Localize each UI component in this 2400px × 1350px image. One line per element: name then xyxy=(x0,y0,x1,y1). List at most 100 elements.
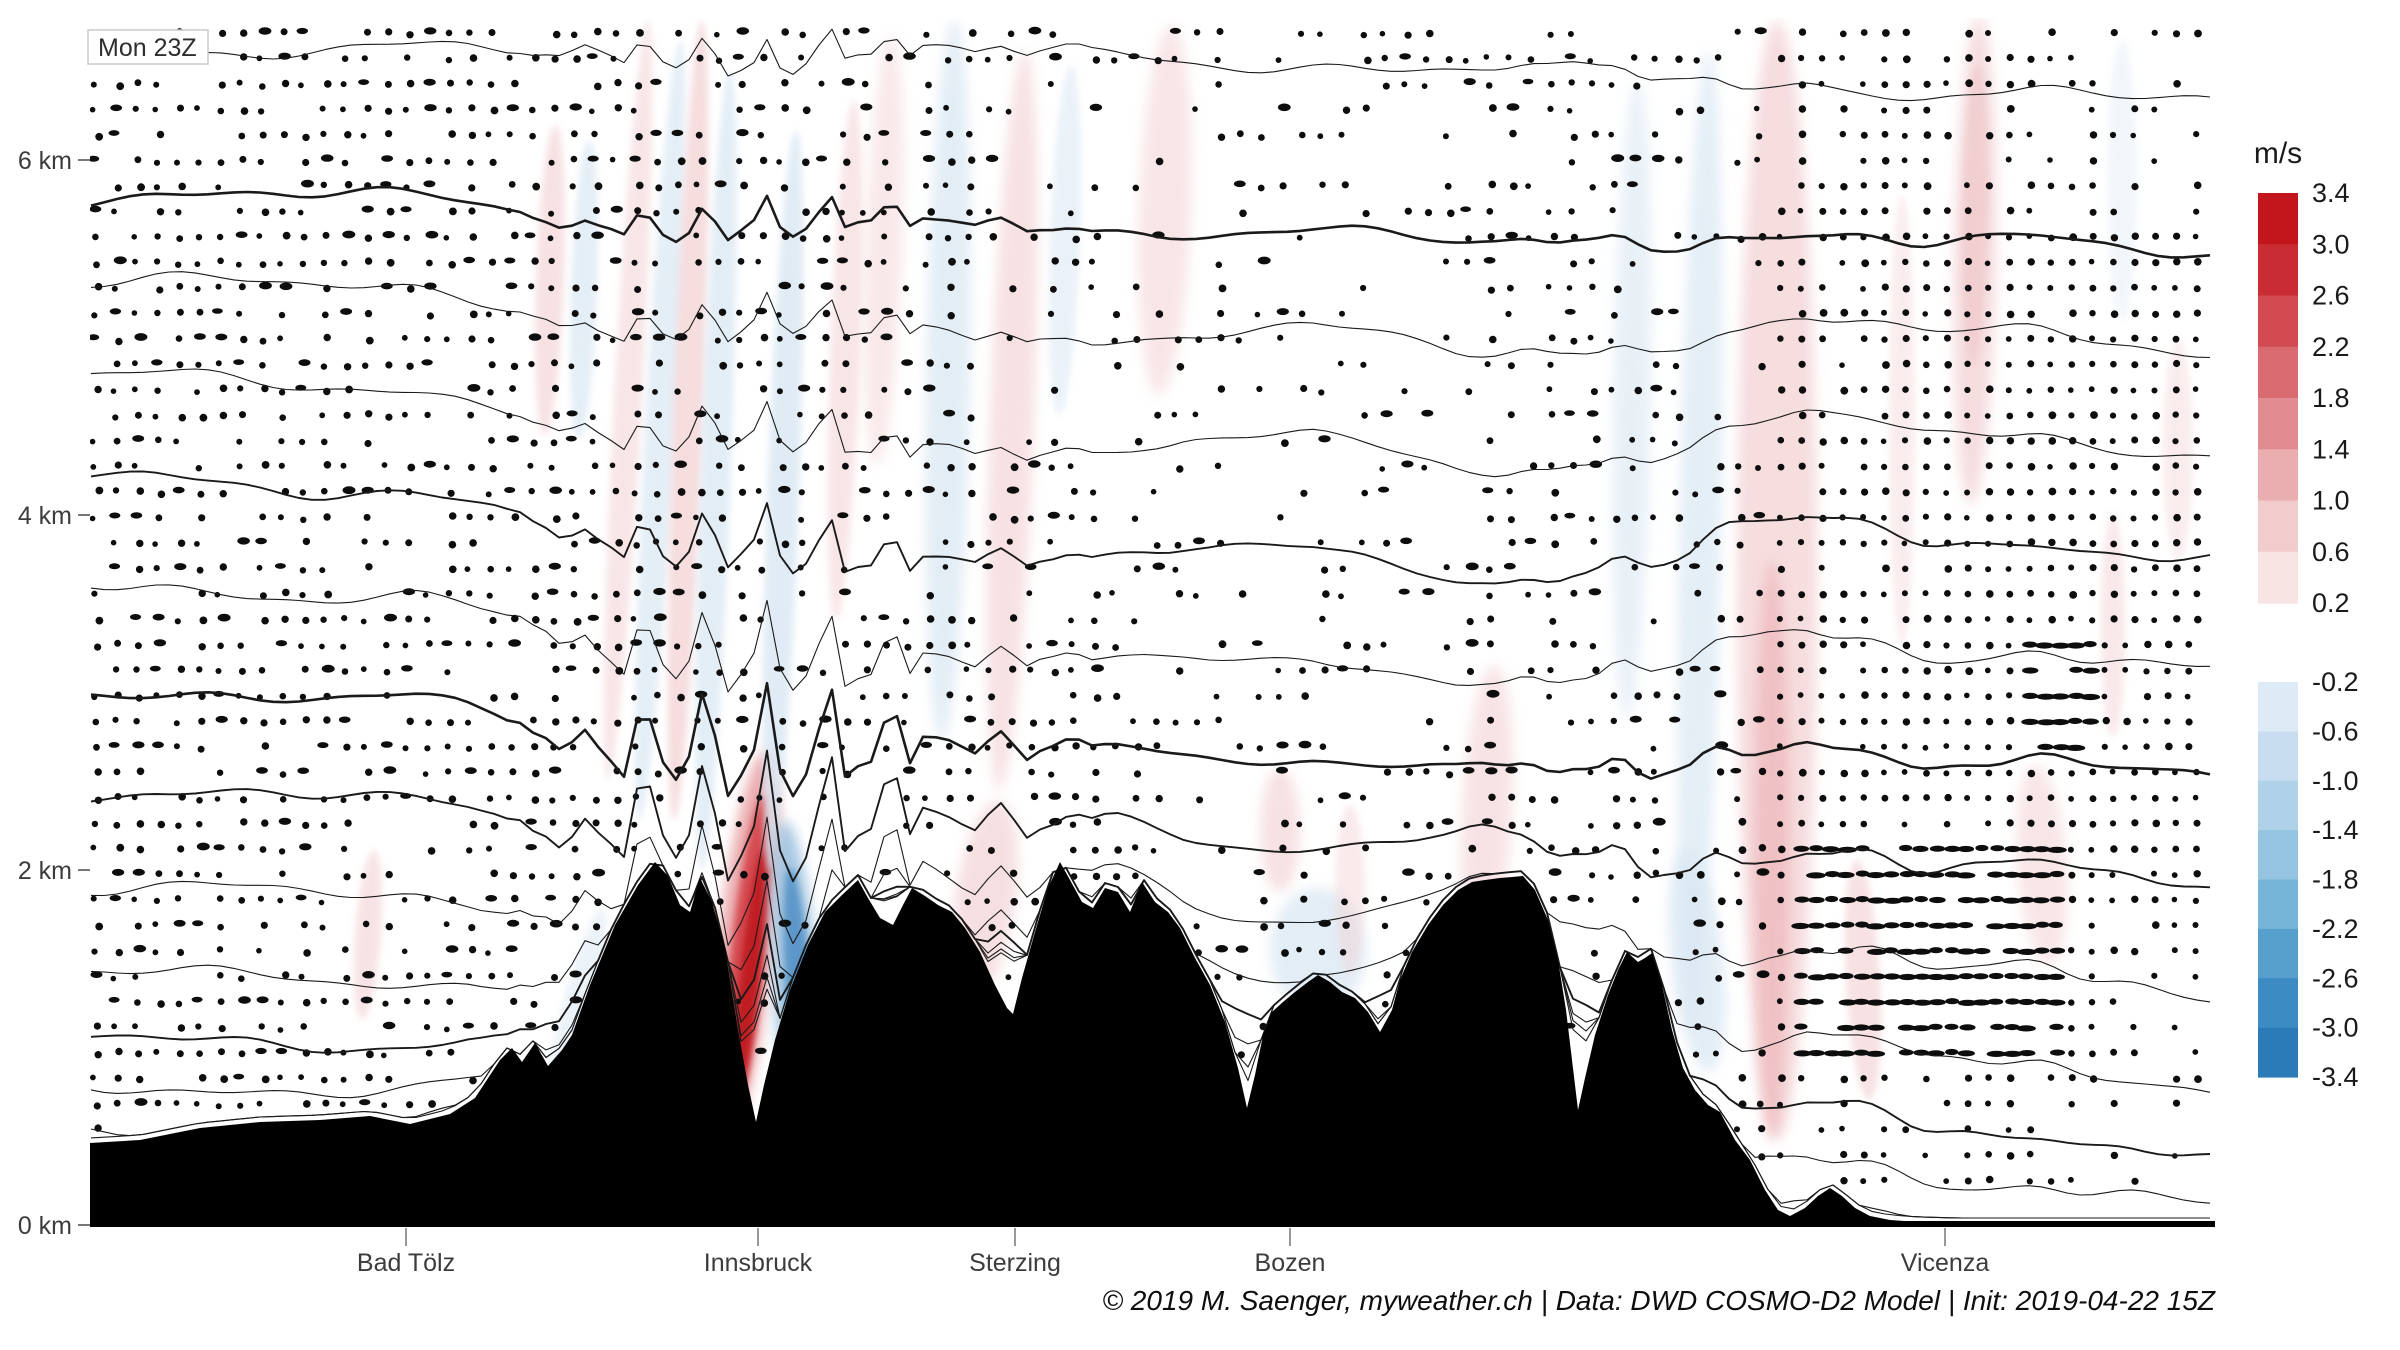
stipple-dot xyxy=(1819,794,1827,802)
stipple-dot xyxy=(2109,131,2117,139)
stipple-dot xyxy=(1634,692,1642,700)
stipple-dot xyxy=(277,897,284,904)
stipple-dot xyxy=(1964,182,1970,189)
stipple-dot xyxy=(1901,769,1908,775)
stipple-dot xyxy=(1818,821,1825,828)
stipple-dot xyxy=(1299,131,1306,139)
stipple-dot xyxy=(821,359,829,367)
stipple-dot xyxy=(320,181,327,188)
stipple-dot xyxy=(2006,131,2013,139)
stipple-dot xyxy=(1853,1049,1870,1056)
stipple-dot xyxy=(947,464,955,472)
stipple-dot xyxy=(2048,513,2056,521)
stipple-dot xyxy=(1753,105,1760,112)
stipple-dot xyxy=(1526,847,1533,855)
stipple-dot xyxy=(2047,157,2053,163)
stipple-dot xyxy=(842,462,849,470)
stipple-dot xyxy=(233,1073,245,1080)
stipple-dot xyxy=(220,1075,229,1083)
stipple-dot xyxy=(281,615,289,623)
stipple-dot xyxy=(1738,513,1746,522)
stipple-dot xyxy=(1091,664,1104,672)
stipple-dot xyxy=(302,158,310,167)
colorbar-segment xyxy=(2258,928,2298,979)
stipple-dot xyxy=(1404,31,1412,39)
isentrope-line xyxy=(90,28,2211,102)
stipple-dot xyxy=(1195,336,1203,343)
stipple-dot xyxy=(589,438,596,445)
stipple-dot xyxy=(256,947,262,954)
stipple-dot xyxy=(277,1074,283,1081)
stipple-dot xyxy=(1153,542,1161,549)
stipple-dot xyxy=(593,923,601,931)
stipple-dot xyxy=(198,514,206,522)
stipple-dot xyxy=(966,209,973,216)
stipple-dot xyxy=(740,668,748,677)
stipple-dot xyxy=(1755,260,1762,267)
stipple-dot xyxy=(1488,180,1497,189)
stipple-dot xyxy=(467,411,475,419)
stipple-dot xyxy=(674,388,681,395)
stipple-dot xyxy=(1030,792,1039,801)
stipple-dot xyxy=(1425,872,1433,880)
stipple-dot xyxy=(1860,437,1868,445)
stipple-dot xyxy=(816,257,829,264)
stipple-dot xyxy=(1613,285,1622,294)
stipple-dot xyxy=(1881,463,1888,470)
stipple-dot xyxy=(1929,896,1946,904)
stipple-dot xyxy=(551,384,560,392)
stipple-dot xyxy=(1070,487,1078,495)
stipple-dot xyxy=(1629,436,1636,443)
stipple-dot xyxy=(1650,514,1656,521)
stipple-dot xyxy=(2143,718,2149,724)
stipple-dot xyxy=(2151,846,2158,853)
stipple-dot xyxy=(630,107,637,114)
stipple-dot xyxy=(1068,617,1074,624)
stipple-dot xyxy=(1840,1075,1849,1084)
stipple-dot xyxy=(2005,1127,2012,1133)
stipple-dot xyxy=(343,974,351,982)
stipple-dot xyxy=(2048,820,2055,828)
colorbar-tick-label: 0.2 xyxy=(2312,588,2350,618)
stipple-dot xyxy=(1047,310,1055,317)
isentrope-line xyxy=(90,863,2210,1219)
stipple-dot xyxy=(298,1074,304,1080)
stipple-dot xyxy=(1923,717,1930,725)
stipple-dot xyxy=(176,1050,184,1058)
stipple-dot xyxy=(1508,821,1516,830)
stipple-dot xyxy=(1443,564,1450,571)
stipple-dot xyxy=(1923,131,1932,139)
stipple-dot xyxy=(1867,897,1887,904)
stipple-dot xyxy=(1113,873,1121,881)
stipple-dot xyxy=(1944,590,1951,597)
stipple-dot xyxy=(1154,411,1162,419)
stipple-dot xyxy=(880,209,887,216)
stipple-dot xyxy=(1545,283,1552,290)
stipple-dot xyxy=(1798,437,1806,444)
stipple-dot xyxy=(1777,260,1784,267)
stipple-dot xyxy=(1550,796,1559,804)
stipple-dot xyxy=(258,27,272,35)
colorbar-segment xyxy=(2258,244,2298,297)
stipple-dot xyxy=(635,82,643,90)
stipple-dot xyxy=(1986,923,2006,930)
stipple-dot xyxy=(1798,411,1807,420)
stipple-dot xyxy=(566,410,578,417)
stipple-dot xyxy=(1943,743,1950,749)
stipple-dot xyxy=(552,30,561,39)
stipple-dot xyxy=(298,359,311,366)
stipple-dot xyxy=(344,819,352,827)
stipple-dot xyxy=(261,1075,270,1084)
stipple-dot xyxy=(796,665,809,672)
stipple-dot xyxy=(173,438,180,445)
stipple-dot xyxy=(2152,232,2160,240)
stipple-dot xyxy=(177,665,186,673)
stipple-dot xyxy=(1756,589,1763,597)
stipple-dot xyxy=(383,641,390,649)
stipple-dot xyxy=(278,462,285,469)
stipple-dot xyxy=(1839,208,1847,215)
stipple-dot xyxy=(878,614,890,621)
stipple-dot xyxy=(944,235,952,242)
stipple-dot xyxy=(1964,412,1971,419)
stipple-dot xyxy=(2002,947,2020,955)
